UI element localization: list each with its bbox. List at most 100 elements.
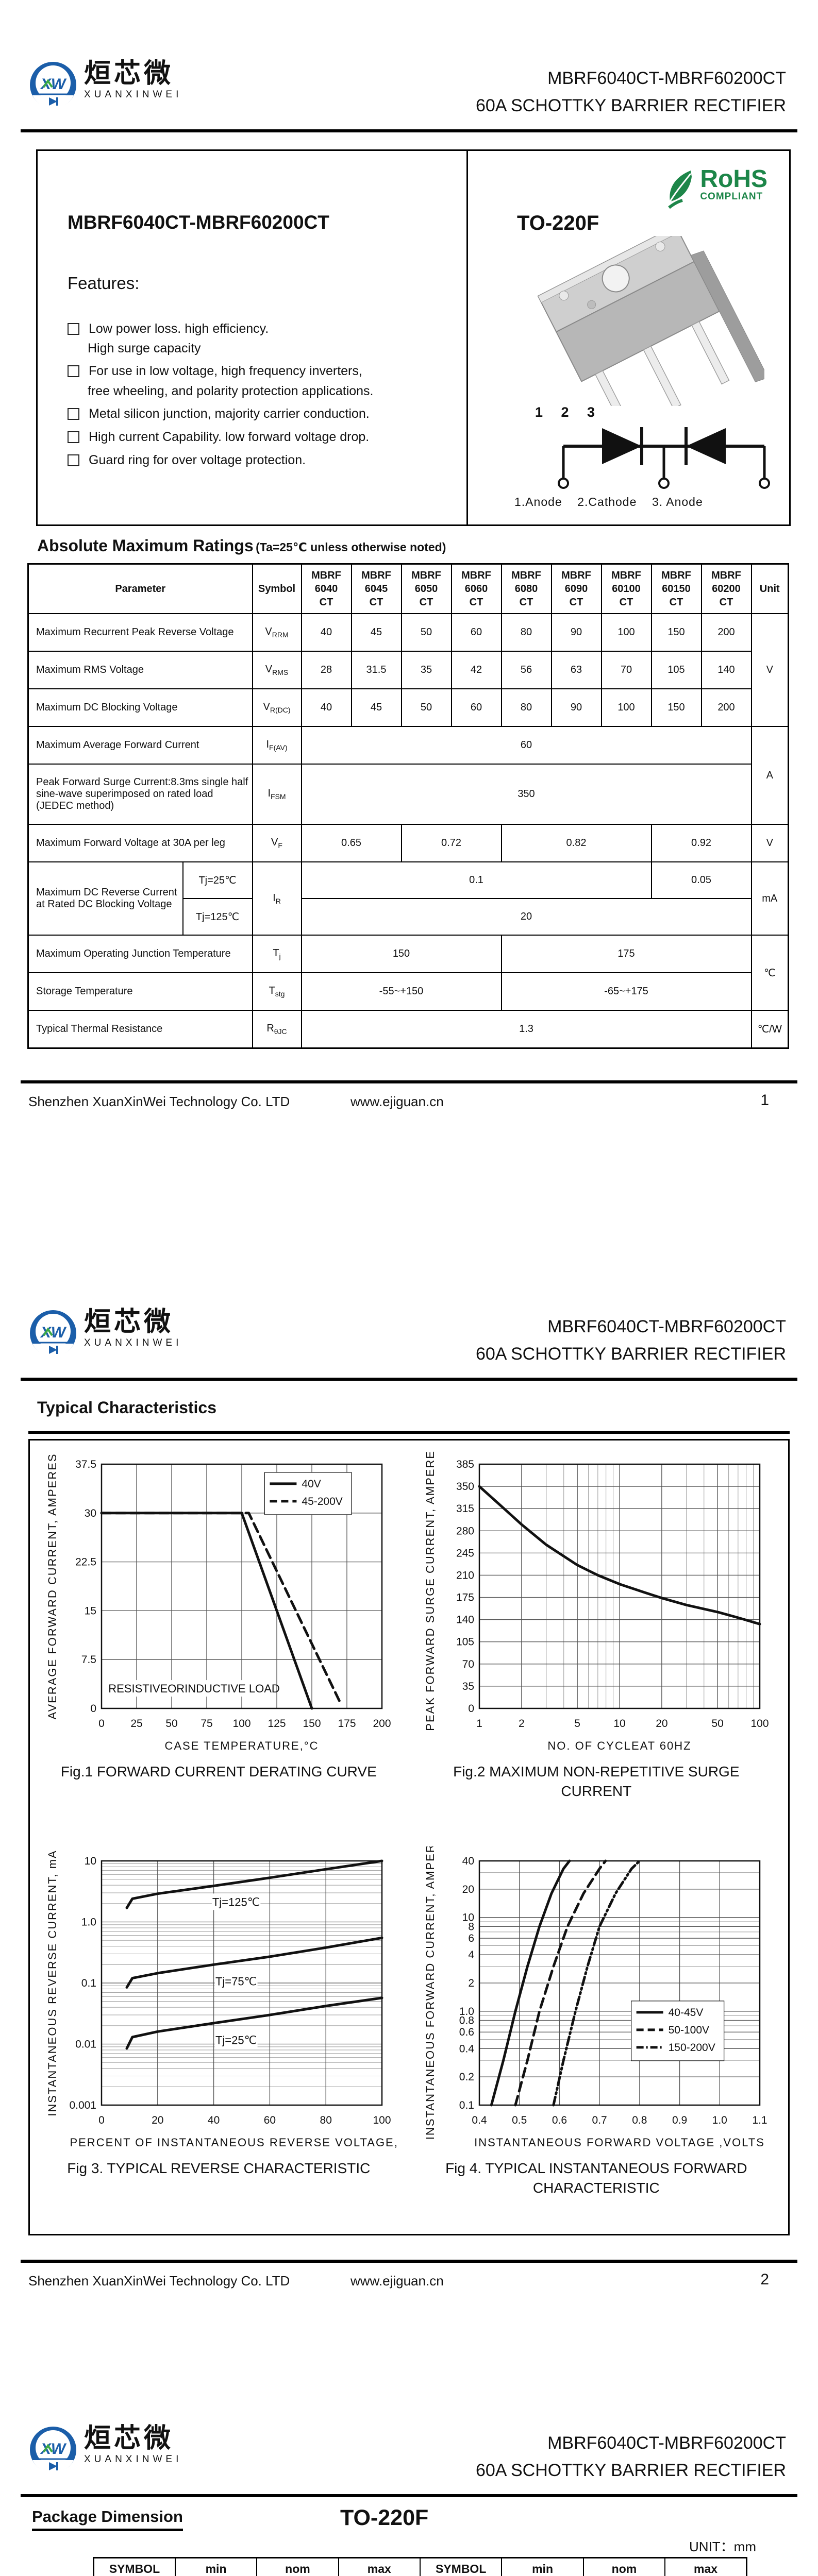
table-cell: MBRF 60150 CT [650,563,702,614]
fig1-derating-chart: 0 25 50 75 100 125 150 175 200 0 7.5 15 22.5 30 37.5 RE… [46,1453,391,1752]
table-cell: 50 [400,688,452,727]
table-row: Maximum Forward Voltage at 30A per leg VF… [27,824,789,862]
svg-text:175: 175 [456,1592,474,1604]
svg-text:0: 0 [91,1703,97,1715]
table-cell: Tj [252,935,302,973]
svg-text:150: 150 [303,1718,321,1730]
table-cell: VRRM [252,613,302,652]
table-cell: 70 [600,651,652,689]
table-cell: max [338,2557,421,2576]
svg-text:2: 2 [519,1718,525,1730]
table-row: Maximum RMS Voltage VRMS 28 31.5 35 42 56 63 70 1… [27,651,789,689]
svg-text:0.1: 0.1 [459,2099,474,2111]
svg-text:INSTANTANEOUS FORWARD VOLTAGE: INSTANTANEOUS FORWARD VOLTAGE ,VOLTS [474,2136,765,2149]
svg-text:70: 70 [462,1658,474,1670]
pin-legend: 1.Anode 2.Cathode 3. Anode [514,495,703,509]
fig4-cell: 0.4 0.5 0.6 0.7 0.8 0.9 1.0 1.1 0.1 0.2 0.4 0.6 0.8 1… [408,1837,786,2231]
table-cell: MBRF 60100 CT [600,563,652,614]
logo-chinese: 烜芯微 [84,2424,174,2453]
table-cell: VF [252,824,302,862]
table-row: Parameter Symbol MBRF 6040 CT MBRF 6045 CT MBRF 6… [27,563,789,614]
header-rule [21,2494,797,2497]
table-cell: IF(AV) [252,726,302,765]
table-cell: MBRF 6080 CT [500,563,552,614]
table-cell: Tj=25℃ [182,861,253,899]
product-title: MBRF6040CT-MBRF60200CT [68,212,329,233]
rohs-leaf-icon [668,171,692,209]
page-header: XW 烜芯微 XUANXINWEI MBRF6040CT-MBRF60200CT… [0,1261,818,1382]
table-row: SYMBOL min nom max SYMBOL min nom max [93,2557,747,2576]
svg-text:315: 315 [456,1503,474,1515]
svg-text:XW: XW [40,1324,67,1341]
table-cell: MBRF 6045 CT [350,563,402,614]
table-cell: 40 [301,613,352,652]
svg-text:40V: 40V [302,1478,321,1490]
package-name: TO-220F [517,212,599,234]
logo-chinese: 烜芯微 [84,59,174,89]
table-cell: 80 [500,613,552,652]
feature-text: Metal silicon junction, majority carrier… [89,406,370,421]
table-cell: RθJC [252,1010,302,1049]
table-cell: Typical Thermal Resistance [27,1010,253,1049]
logo-english: XUANXINWEI [84,89,182,100]
table-cell: nom [582,2557,666,2576]
table-cell: Tj=125℃ [182,898,253,936]
svg-text:0: 0 [98,2114,105,2126]
header-rule [21,1378,797,1381]
table-row: Maximum Recurrent Peak Reverse Voltage VR… [27,613,789,727]
charts-panel: 0 25 50 75 100 125 150 175 200 0 7.5 15 22.5 30 37.5 RE… [28,1439,790,2235]
fig3-cell: 0 20 40 60 80 100 0.001 0.01 0.1 1.0 10 Tj=125℃ Tj=7… [30,1837,408,2231]
section-rule [28,1431,790,1434]
svg-text:0.2: 0.2 [459,2071,474,2083]
table-cell: ℃/W [750,1010,789,1049]
svg-text:100: 100 [233,1718,251,1730]
table-cell: 45 [350,613,402,652]
table-cell: 175 [500,935,752,973]
table-cell: Maximum RMS Voltage [27,651,253,689]
package-3d-image [537,236,764,406]
svg-text:100: 100 [750,1718,769,1730]
table-row: Peak Forward Surge Current:8.3ms single … [27,764,789,825]
footer-website[interactable]: www.ejiguan.cn [350,2273,444,2289]
table-cell: 0.65 [301,824,402,862]
svg-text:0: 0 [98,1718,105,1730]
svg-text:25: 25 [131,1718,143,1730]
table-cell: 40 [301,688,352,727]
table-cell: max [664,2557,747,2576]
table-cell: VR(DC) [252,688,302,727]
fig2-cell: 1 2 5 10 20 50 100 0 35 70 105 140 175 210 245 280 315 35… [408,1440,786,1835]
table-cell: 140 [700,651,752,689]
footer-website[interactable]: www.ejiguan.cn [350,1094,444,1109]
table-cell: 150 [650,613,702,652]
fig3-reverse-chart: 0 20 40 60 80 100 0.001 0.01 0.1 1.0 10 Tj=125℃ Tj=7… [46,1850,396,2149]
svg-text:0.4: 0.4 [472,2114,487,2126]
table-cell: Maximum Forward Voltage at 30A per leg [27,824,253,862]
table-cell: V [750,824,789,862]
logo-icon: XW [30,1310,76,1357]
svg-text:350: 350 [456,1481,474,1493]
svg-text:0.01: 0.01 [75,2039,96,2050]
svg-text:10: 10 [613,1718,625,1730]
table-cell: 100 [600,688,652,727]
table-cell: 60 [450,688,502,727]
svg-text:RESISTIVEORINDUCTIVE LOAD: RESISTIVEORINDUCTIVE LOAD [109,1682,280,1695]
logo-text: 烜芯微 XUANXINWEI [84,60,182,100]
table-cell: 90 [550,688,602,727]
package-dimension-heading: Package Dimension [32,2507,183,2531]
checkbox-icon [68,431,79,443]
logo-text: 烜芯微 XUANXINWEI [84,2425,182,2465]
table-cell: 80 [500,688,552,727]
diode-schematic [558,427,770,489]
logo-chinese: 烜芯微 [84,1307,174,1337]
package-name: TO-220F [340,2505,429,2530]
svg-text:0.6: 0.6 [552,2114,567,2126]
page-header: XW 烜芯微 XUANXINWEI MBRF6040CT-MBRF60200CT… [0,2378,818,2499]
svg-text:40: 40 [462,1855,474,1867]
table-cell: 56 [500,651,552,689]
rohs-title: RoHS [700,165,767,193]
svg-text:15: 15 [85,1605,96,1617]
device-subtitle: 60A SCHOTTKY BARRIER RECTIFIER [475,1344,786,1364]
table-cell: Maximum Operating Junction Temperature [27,935,253,973]
table-cell: min [174,2557,258,2576]
page-header: XW 烜芯微 XUANXINWEI MBRF6040CT-MBRF60200CT… [0,13,818,134]
